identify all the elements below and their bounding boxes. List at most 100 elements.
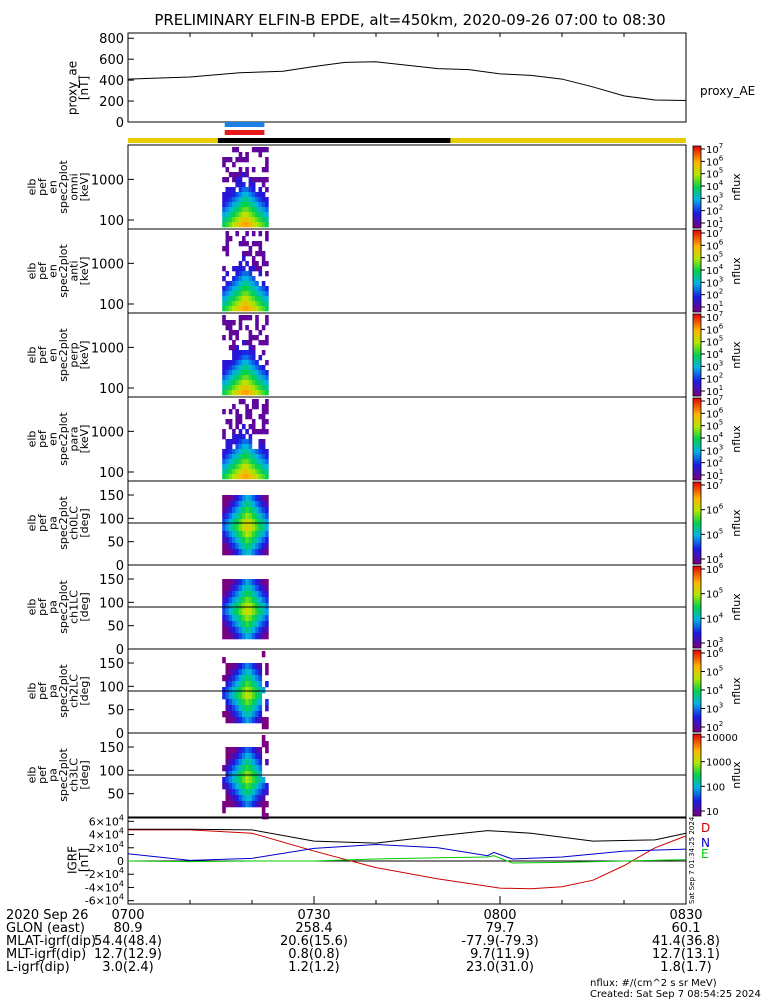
- heatmap-cell: [235, 495, 239, 502]
- heatmap-cell: [235, 454, 239, 460]
- heatmap-cell: [238, 621, 243, 628]
- heatmap-cell: [245, 355, 249, 361]
- heatmap-cell: [261, 291, 266, 297]
- heatmap-cell: [238, 669, 243, 676]
- heatmap-cell: [225, 519, 230, 526]
- heatmap-cell: [255, 519, 259, 526]
- heatmap-cell: [245, 537, 249, 544]
- heatmap-cell: [242, 585, 246, 592]
- heatmap-cell: [238, 513, 243, 520]
- heatmap-cell: [235, 212, 239, 218]
- heatmap-cell: [255, 669, 259, 676]
- heatmap-cell: [225, 251, 230, 257]
- heatmap-cell: [261, 296, 266, 302]
- spectrogram-ylabel-line: ch1LC: [68, 590, 81, 624]
- heatmap-cell: [235, 675, 239, 682]
- heatmap-cell: [228, 301, 233, 307]
- heatmap-cell: [265, 147, 269, 153]
- heatmap-cell: [222, 807, 226, 814]
- heatmap-cell: [255, 177, 259, 183]
- heatmap-cell: [235, 603, 239, 610]
- spectrogram-ch0LC: 050100150elbpefpaspec2plotch0LC[deg]1041…: [26, 478, 743, 574]
- heatmap-cell: [258, 251, 263, 257]
- heatmap-cell: [242, 454, 246, 460]
- heatmap-cell: [232, 801, 236, 808]
- heatmap-cell: [228, 783, 233, 790]
- igrf-tick-label: 0: [117, 855, 124, 868]
- heatmap-cell: [235, 380, 239, 386]
- heatmap-cell: [228, 753, 233, 760]
- heatmap-cell: [222, 615, 226, 622]
- heatmap-cell: [238, 286, 243, 292]
- spectrogram-ylabel-line: omni: [68, 173, 81, 200]
- heatmap-cell: [251, 217, 256, 223]
- heatmap-cell: [258, 291, 263, 297]
- heatmap-cell: [228, 513, 233, 520]
- heatmap-cell: [232, 469, 236, 475]
- heatmap-cell: [245, 172, 249, 178]
- heatmap-cell: [225, 795, 230, 802]
- heatmap-cell: [232, 197, 236, 203]
- x-axis-tick-label: 0700: [111, 908, 144, 923]
- heatmap-cell: [248, 753, 253, 760]
- heatmap-cell: [225, 365, 230, 371]
- heatmap-cell: [225, 621, 230, 628]
- heatmap-cell: [255, 591, 259, 598]
- heatmap-cell: [222, 801, 226, 808]
- heatmap-cell: [242, 603, 246, 610]
- spectrogram-frame: [127, 228, 687, 314]
- heatmap-cell: [232, 296, 236, 302]
- heatmap-cell: [261, 537, 266, 544]
- heatmap-cell: [258, 675, 263, 682]
- heatmap-cell: [248, 609, 253, 616]
- heatmap-cell: [222, 543, 226, 550]
- heatmap-cell: [255, 543, 259, 550]
- heatmap-cell: [228, 771, 233, 778]
- heatmap-cell: [245, 315, 249, 321]
- heatmap-cell: [248, 525, 253, 532]
- heatmap-cell: [228, 705, 233, 712]
- heatmap-cell: [265, 759, 269, 766]
- heatmap-cell: [242, 537, 246, 544]
- heatmap-cell: [228, 306, 233, 312]
- heatmap-cell: [238, 419, 243, 425]
- heatmap-cell: [255, 469, 259, 475]
- heatmap-cell: [238, 543, 243, 550]
- colorbar-label: nflux: [730, 761, 743, 789]
- colorbar-tick-label: 105: [706, 665, 723, 679]
- spectrogram-ylabel-line: [keV]: [78, 257, 91, 286]
- colorbar-tick-label: 106: [706, 646, 724, 660]
- spectrogram-ylabel-line: perp: [68, 342, 81, 367]
- heatmap-cell: [261, 325, 266, 331]
- heatmap-cell: [242, 449, 246, 455]
- heatmap-cell: [242, 251, 246, 257]
- heatmap-cell: [258, 543, 263, 550]
- heatmap-cell: [235, 390, 239, 396]
- heatmap-cell: [228, 187, 233, 193]
- spectrogram-ylabel-line: [keV]: [78, 341, 91, 370]
- heatmap-cell: [265, 459, 269, 465]
- spectrogram-frame: [127, 396, 687, 482]
- heatmap-cell: [225, 459, 230, 465]
- heatmap-cell: [265, 585, 269, 592]
- heatmap-cell: [232, 603, 236, 610]
- heatmap-cell: [258, 753, 263, 760]
- heatmap-cell: [238, 501, 243, 508]
- heatmap-cell: [248, 251, 253, 257]
- heatmap-cell: [248, 424, 253, 430]
- heatmap-cell: [265, 519, 269, 526]
- heatmap-cell: [235, 753, 239, 760]
- heatmap-cell: [251, 385, 256, 391]
- heatmap-cell: [228, 474, 233, 480]
- spectrogram-tick-label: 1000: [91, 173, 124, 188]
- igrf-line-total: [128, 828, 687, 844]
- heatmap-cell: [265, 579, 269, 586]
- heatmap-cell: [242, 693, 246, 700]
- heatmap-cell: [242, 549, 246, 556]
- heatmap-cell: [265, 429, 269, 435]
- heatmap-cell: [228, 765, 233, 772]
- heatmap-cell: [265, 286, 269, 292]
- heatmap-cell: [225, 360, 230, 366]
- heatmap-cell: [248, 699, 253, 706]
